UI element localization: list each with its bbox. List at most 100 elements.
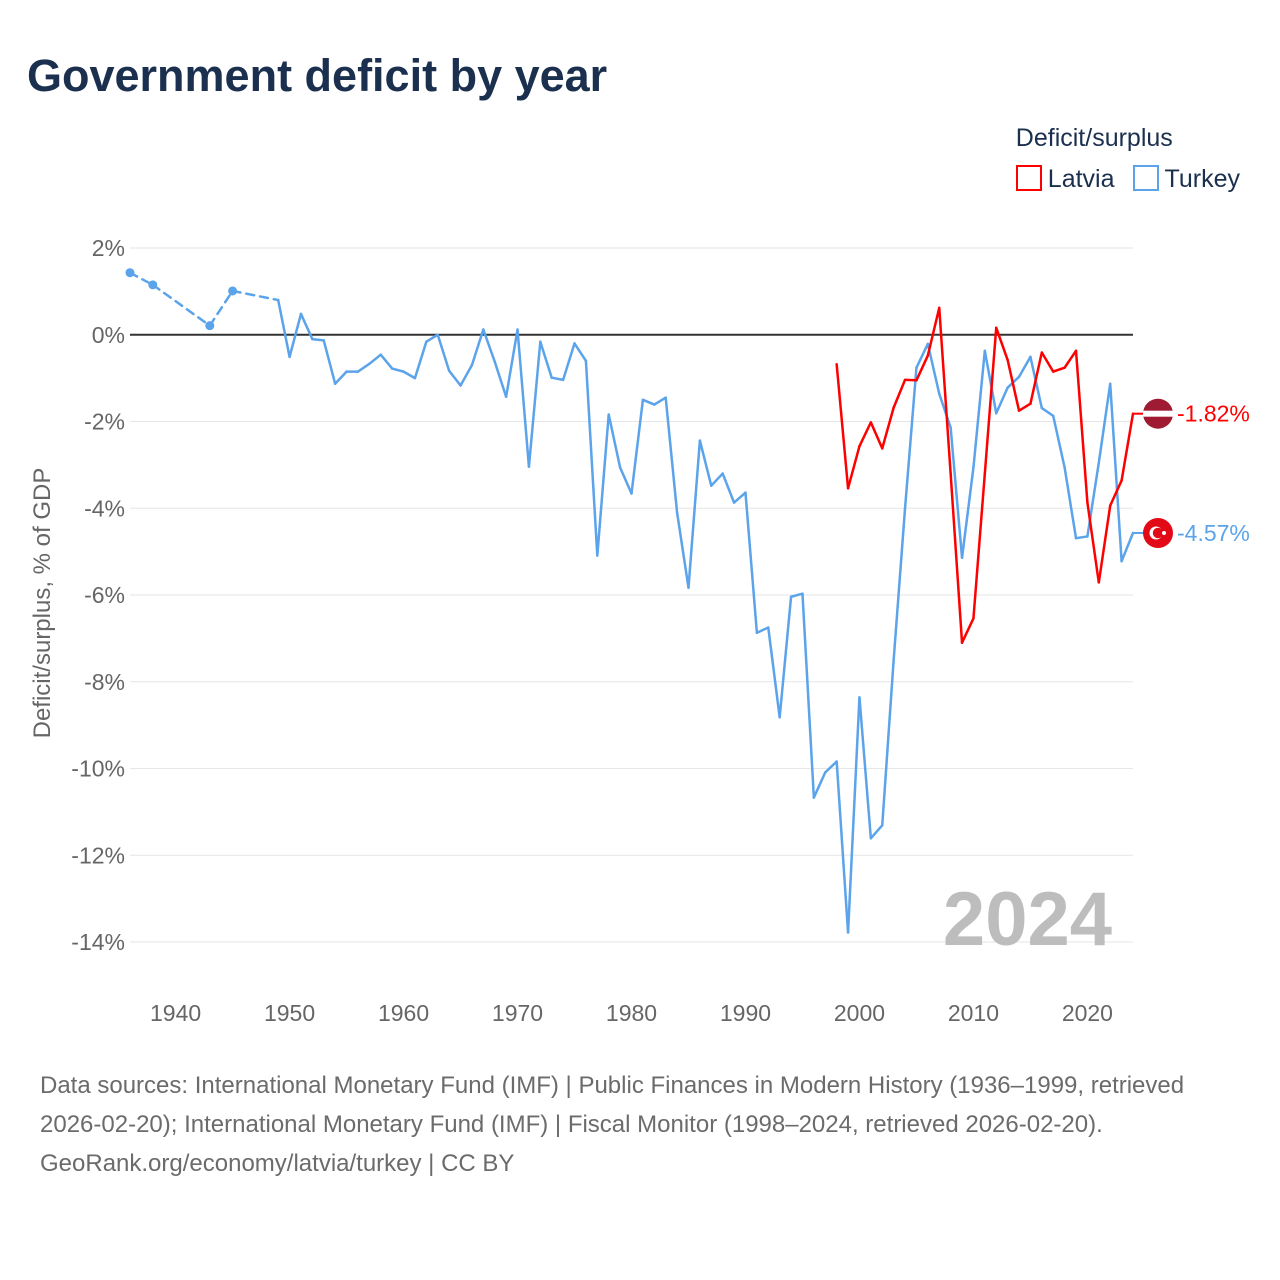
- line-segment-turkey: [675, 511, 690, 589]
- line-segment-turkey: [208, 289, 234, 327]
- x-tick-label: 1940: [150, 1000, 201, 1026]
- line-segment-turkey: [299, 312, 314, 341]
- line-segment-turkey: [653, 396, 667, 406]
- line-segment-turkey: [858, 696, 873, 840]
- series: [125, 268, 1135, 934]
- year-watermark: 2024: [943, 877, 1112, 962]
- line-segment-turkey: [527, 340, 542, 468]
- line-segment-turkey: [732, 491, 747, 504]
- line-segment-latvia: [972, 472, 987, 620]
- line-segment-turkey: [937, 392, 952, 429]
- x-tick-label: 1980: [606, 1000, 657, 1026]
- y-tick-label: 2%: [92, 235, 125, 261]
- x-tick-label: 2000: [834, 1000, 885, 1026]
- line-segment-turkey: [710, 472, 724, 487]
- data-point-turkey: [205, 321, 215, 331]
- flag-star: [1162, 530, 1166, 535]
- line-segment-turkey: [892, 507, 907, 662]
- credit-link[interactable]: GeoRank.org/economy/latvia/turkey | CC B…: [40, 1150, 515, 1177]
- legend-swatch-latvia: [1015, 165, 1042, 191]
- line-segment-latvia: [960, 617, 975, 644]
- line-segment-latvia: [869, 421, 884, 450]
- legend-swatch-turkey: [1132, 165, 1159, 191]
- line-segment-turkey: [881, 658, 895, 827]
- line-segment-turkey: [356, 362, 371, 373]
- line-segment-turkey: [869, 824, 884, 840]
- line-segment-turkey: [459, 363, 474, 387]
- line-segment-turkey: [846, 696, 861, 934]
- line-segment-turkey: [368, 353, 382, 366]
- legend-title: Deficit/surplus: [1015, 124, 1173, 152]
- line-segment-latvia: [1108, 479, 1123, 507]
- line-segment-turkey: [789, 592, 804, 598]
- line-segment-latvia: [1063, 349, 1078, 369]
- legend-label-turkey: Turkey: [1164, 165, 1240, 193]
- line-segment-turkey: [1017, 355, 1032, 379]
- line-segment-turkey: [1051, 414, 1066, 469]
- data-point-turkey: [148, 280, 158, 290]
- y-tick-label: 0%: [92, 322, 125, 348]
- end-label-latvia: -1.82%: [1177, 401, 1250, 427]
- line-segment-turkey: [744, 491, 759, 634]
- line-segment-turkey: [482, 328, 496, 363]
- line-segment-turkey: [379, 353, 394, 370]
- line-segment-turkey: [1120, 531, 1135, 563]
- line-segment-turkey: [151, 283, 212, 327]
- line-segment-turkey: [1086, 461, 1101, 538]
- line-segment-turkey: [504, 328, 519, 399]
- line-segment-turkey: [1108, 382, 1123, 563]
- line-segment-turkey: [767, 626, 781, 719]
- line-segment-latvia: [1097, 504, 1112, 584]
- line-segment-turkey: [493, 360, 508, 399]
- y-tick-label: -8%: [84, 669, 125, 695]
- line-segment-latvia: [949, 472, 964, 644]
- grid: 2% 0% -2% -4% -6% -8% -10% -12% -14% 1940 1950 1960…: [71, 235, 1133, 1026]
- line-segment-turkey: [1063, 466, 1078, 540]
- line-segment-turkey: [276, 298, 291, 359]
- line-segment-turkey: [641, 398, 656, 406]
- x-tick-label: 1960: [378, 1000, 429, 1026]
- line-segment-latvia: [1120, 412, 1135, 482]
- line-segment-latvia: [983, 326, 998, 475]
- line-segment-latvia: [1017, 402, 1032, 412]
- flag-latvia-icon: [1143, 398, 1173, 429]
- legend: Deficit/surplus Latvia Turkey: [1015, 124, 1240, 194]
- line-segment-turkey: [516, 328, 531, 468]
- line-segment-turkey: [983, 349, 998, 415]
- legend-item-latvia[interactable]: Latvia: [1015, 165, 1115, 194]
- line-segment-turkey: [470, 328, 485, 367]
- line-segment-latvia: [892, 378, 907, 409]
- line-segment-turkey: [1097, 382, 1112, 464]
- line-segment-latvia: [915, 354, 930, 382]
- end-label-turkey: -4.57%: [1177, 520, 1250, 546]
- footer: Data sources: International Monetary Fun…: [40, 1066, 1240, 1183]
- legend-item-turkey[interactable]: Turkey: [1132, 165, 1240, 194]
- line-segment-turkey: [721, 472, 736, 504]
- y-tick-label: -10%: [71, 756, 125, 782]
- y-tick-label: -12%: [71, 842, 125, 868]
- line-segment-turkey: [425, 333, 439, 343]
- line-segment-turkey: [231, 289, 280, 302]
- x-tick-label: 2020: [1062, 1000, 1113, 1026]
- line-segment-turkey: [698, 439, 713, 487]
- line-segment-turkey: [824, 760, 838, 774]
- line-segment-turkey: [755, 626, 770, 634]
- end-labels: -1.82% -4.57%: [1133, 398, 1250, 548]
- x-tick-label: 1970: [492, 1000, 543, 1026]
- legend-label-latvia: Latvia: [1047, 165, 1115, 193]
- line-segment-latvia: [1074, 349, 1089, 504]
- line-segment-turkey: [584, 359, 599, 557]
- line-segment-turkey: [778, 595, 793, 719]
- line-segment-latvia: [858, 421, 873, 448]
- chart-title: Government deficit by year: [27, 50, 608, 101]
- line-segment-latvia: [846, 444, 861, 490]
- line-segment-turkey: [561, 342, 576, 382]
- line-segment-latvia: [835, 362, 850, 490]
- x-tick-label: 2010: [948, 1000, 999, 1026]
- line-segment-turkey: [573, 342, 588, 363]
- line-segment-turkey: [322, 339, 337, 386]
- data-point-turkey: [228, 286, 238, 296]
- line-segment-turkey: [1040, 406, 1055, 418]
- line-segment-latvia: [926, 306, 941, 357]
- line-segment-turkey: [402, 370, 417, 380]
